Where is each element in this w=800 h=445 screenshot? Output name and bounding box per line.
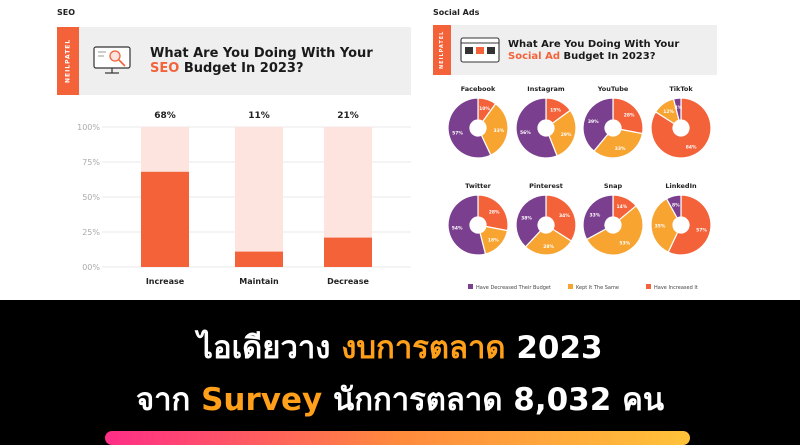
- bar-category-label: Increase: [146, 277, 185, 286]
- donut-slice: [524, 228, 573, 256]
- donut-slice: [612, 97, 644, 135]
- legend-swatch: [568, 284, 573, 289]
- donut-slice-label: 33%: [615, 146, 626, 152]
- banner-line2-c: นักการตลาด 8,032 คน: [322, 382, 665, 418]
- seo-title-rest: Budget In 2023?: [179, 60, 304, 76]
- donut-slice: [585, 205, 644, 256]
- legend-swatch: [646, 284, 651, 289]
- y-tick-label: 75%: [82, 158, 100, 167]
- bar-value-label: 68%: [154, 111, 176, 121]
- banner-line-2: จาก Survey นักการตลาด 8,032 คน: [0, 374, 800, 424]
- bar-background: [235, 127, 283, 267]
- donut-slice: [665, 194, 682, 219]
- donut-slice: [515, 97, 558, 159]
- legend-label: Kept It The Same: [576, 285, 619, 291]
- banner-line2-highlight: Survey: [201, 382, 323, 418]
- donut-slice-label: 39%: [588, 119, 599, 125]
- donut-slice-label: 28%: [543, 244, 554, 250]
- donut-slice: [477, 194, 509, 232]
- donut-title-twitter: Twitter: [465, 182, 492, 190]
- donut-slice-label: 33%: [494, 128, 505, 134]
- donut-slice-label: 28%: [489, 210, 500, 216]
- donut-slice: [582, 194, 614, 241]
- infographic-panel: SEO NEILPATEL What Are You Doing With Yo…: [0, 0, 800, 300]
- donut-slice-label: 8%: [672, 203, 680, 209]
- donut-slice-label: 53%: [619, 240, 630, 246]
- y-tick-label: 50%: [82, 193, 100, 202]
- bar-category-label: Maintain: [239, 277, 279, 286]
- social-brand-strip: NEILPATEL: [433, 25, 451, 75]
- bar-category-label: Decrease: [327, 277, 369, 286]
- social-donut-charts: Facebook 10% 33% 57% Instagram 15% 29% 56% YouTu…: [447, 85, 712, 291]
- thai-banner: ไอเดียวาง งบการตลาด 2023 จาก Survey นักก…: [0, 300, 800, 441]
- donut-title-snap: Snap: [604, 182, 623, 190]
- banner-line1-highlight: งบการตลาด: [341, 330, 506, 366]
- monitor-magnifier-icon: [92, 44, 136, 80]
- banner-line-1: ไอเดียวาง งบการตลาด 2023: [0, 322, 800, 372]
- browser-ads-icon: [460, 36, 500, 68]
- legend-label: Have Decreased Their Budget: [476, 285, 551, 291]
- donut-slice: [447, 97, 492, 159]
- seo-brand-strip: NEILPATEL: [57, 27, 79, 95]
- social-title-line2: Social Ad Budget In 2023?: [508, 51, 679, 63]
- donut-slice-label: 34%: [559, 213, 570, 219]
- donut-slice-label: 57%: [696, 228, 707, 234]
- social-title-rest: Budget In 2023?: [559, 50, 656, 62]
- gradient-accent-bar: [105, 431, 690, 445]
- bar-value-label: 21%: [337, 111, 359, 121]
- donut-title-linkedin: LinkedIn: [665, 182, 697, 190]
- y-tick-label: 25%: [82, 228, 100, 237]
- donut-slice-label: 38%: [521, 215, 532, 221]
- donut-slice: [672, 97, 682, 121]
- bar-value-label: 11%: [248, 111, 270, 121]
- donut-slice-label: 56%: [520, 130, 531, 136]
- legend-label: Have Increased It: [654, 285, 698, 291]
- social-title-accent: Social Ad: [508, 50, 560, 62]
- donut-slice-label: 18%: [488, 237, 499, 243]
- donut-slice: [650, 197, 679, 253]
- donut-slice-label: 12%: [663, 109, 674, 115]
- donut-slice-label: 15%: [550, 107, 561, 113]
- social-section-label: Social Ads: [433, 8, 480, 17]
- donut-title-instagram: Instagram: [527, 85, 565, 93]
- seo-title-accent: SEO: [150, 60, 180, 76]
- donut-slice: [667, 194, 712, 256]
- y-tick-label: 00%: [82, 263, 100, 272]
- seo-title-line1: What Are You Doing With Your: [150, 46, 373, 61]
- donut-title-tiktok: TikTok: [669, 85, 693, 93]
- legend-swatch: [468, 284, 473, 289]
- donut-slice-label: 4%: [675, 105, 683, 111]
- donut-slice-label: 29%: [561, 132, 572, 138]
- social-title: What Are You Doing With Your Social Ad B…: [508, 39, 679, 62]
- banner-line2-a: จาก: [135, 382, 202, 418]
- y-tick-label: 100%: [77, 123, 100, 132]
- bar-increase: [141, 171, 189, 267]
- donut-slice: [515, 194, 547, 248]
- donut-slice-label: 57%: [452, 131, 463, 137]
- donut-slice: [447, 194, 487, 256]
- donut-slice-label: 35%: [655, 224, 666, 230]
- donut-slice: [480, 102, 509, 156]
- donut-slice-label: 14%: [617, 204, 628, 210]
- donut-slice-label: 54%: [452, 226, 463, 232]
- donut-slice: [582, 97, 614, 152]
- seo-section-label: SEO: [57, 8, 76, 17]
- donut-slice-label: 10%: [479, 106, 490, 112]
- bar-maintain: [235, 251, 283, 267]
- seo-bar-chart: 100% 75% 50% 25% 00% 68% Increase 11% Maintain 21…: [77, 111, 411, 286]
- donut-slice-label: 28%: [624, 113, 635, 119]
- donut-slice: [548, 109, 577, 157]
- donut-title-facebook: Facebook: [461, 85, 496, 93]
- banner-line1-a: ไอเดียวาง: [197, 330, 342, 366]
- donut-slice-label: 33%: [590, 212, 601, 218]
- donut-slice-label: 84%: [686, 144, 697, 150]
- seo-title: What Are You Doing With Your SEO Budget …: [150, 46, 373, 77]
- banner-line1-c: 2023: [505, 330, 603, 366]
- social-title-line1: What Are You Doing With Your: [508, 39, 680, 50]
- donut-slice: [650, 97, 712, 159]
- donut-title-pinterest: Pinterest: [529, 182, 563, 190]
- seo-title-line2: SEO Budget In 2023?: [150, 60, 373, 77]
- donut-title-youtube: YouTube: [597, 85, 629, 93]
- bar-decrease: [324, 237, 372, 267]
